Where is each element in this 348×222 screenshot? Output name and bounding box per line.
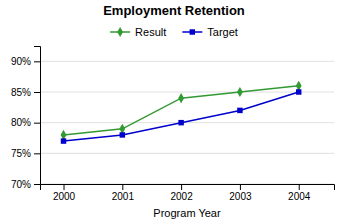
plot-area: 2000 2001 2002 2003 2004 70% 75% 80% 85% 90% — [11, 47, 335, 203]
point — [178, 93, 184, 103]
x-tick: 2002 — [170, 184, 193, 202]
legend-item: Result — [110, 26, 166, 38]
legend: Result Target — [110, 26, 238, 38]
x-tick: 2003 — [229, 184, 252, 202]
x-axis-title: Program Year — [153, 207, 221, 219]
legend-label: Result — [135, 26, 166, 38]
tick-mark — [64, 184, 65, 190]
legend-marker — [190, 29, 195, 34]
x-tick: 2004 — [288, 184, 311, 202]
tick-label: 2003 — [229, 191, 252, 202]
x-tick: 2001 — [112, 184, 135, 202]
grid-line — [40, 153, 334, 154]
grid-line — [40, 92, 334, 93]
chart: 2000 2001 2002 2003 2004 70% 75% 80% 85% 90% Emplo… — [0, 0, 348, 222]
legend-item: Target — [182, 26, 238, 38]
point — [237, 108, 242, 113]
tick-mark — [122, 184, 123, 190]
series-group — [61, 81, 302, 144]
tick-mark — [34, 92, 40, 93]
tick-label: 85% — [11, 87, 31, 98]
line — [64, 86, 299, 135]
grid — [40, 61, 334, 184]
point — [237, 87, 243, 97]
grid-line — [40, 61, 334, 62]
axis-line — [41, 185, 335, 191]
y-axis: 70% 75% 80% 85% 90% — [11, 47, 41, 190]
legend-marker — [117, 27, 123, 37]
tick-mark — [34, 61, 40, 62]
tick-mark — [299, 184, 300, 190]
tick-label: 80% — [11, 117, 31, 128]
x-tick: 2000 — [53, 184, 76, 202]
y-tick: 85% — [11, 87, 40, 98]
line — [64, 92, 299, 141]
tick-label: 90% — [11, 56, 31, 67]
tick-label: 2002 — [170, 191, 193, 202]
y-tick: 70% — [11, 179, 40, 190]
y-tick: 90% — [11, 56, 40, 67]
grid-line — [40, 122, 334, 123]
title: Employment Retention — [103, 3, 245, 18]
legend-label: Target — [207, 26, 238, 38]
point — [296, 89, 301, 94]
tick-mark — [240, 184, 241, 190]
tick-label: 2000 — [53, 191, 76, 202]
point — [178, 120, 183, 125]
y-tick: 75% — [11, 148, 40, 159]
point — [61, 138, 66, 143]
tick-label: 2001 — [112, 191, 135, 202]
tick-label: 2004 — [288, 191, 311, 202]
tick-label: 70% — [11, 179, 31, 190]
tick-mark — [181, 184, 182, 190]
axis-line — [34, 47, 41, 185]
y-tick: 80% — [11, 117, 40, 128]
tick-mark — [34, 123, 40, 124]
tick-mark — [34, 153, 40, 154]
x-axis: 2000 2001 2002 2003 2004 — [41, 184, 335, 202]
tick-mark — [34, 184, 40, 185]
tick-label: 75% — [11, 148, 31, 159]
point — [120, 132, 125, 137]
